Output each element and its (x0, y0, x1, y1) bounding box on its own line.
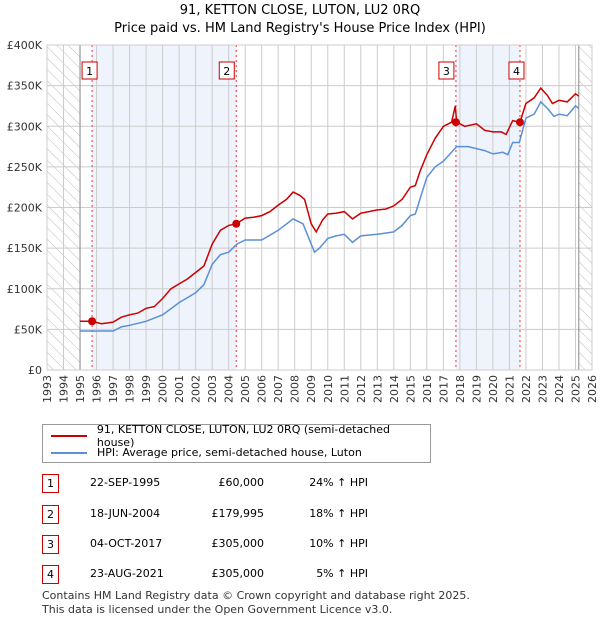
chart-title: 91, KETTON CLOSE, LUTON, LU2 0RQ (179, 3, 421, 18)
y-tick-label: £100K (7, 283, 43, 296)
y-tick-label: £350K (7, 80, 43, 93)
y-tick-label: £300K (7, 120, 43, 133)
transaction-hpi-diff: 18% ↑ HPI (309, 507, 368, 520)
sale-label-box (438, 61, 455, 80)
x-tick-label: 2012 (355, 375, 368, 403)
y-tick-label: £200K (7, 202, 43, 215)
property-series-line (80, 86, 580, 325)
x-tick-label: 1999 (140, 375, 153, 403)
footer-copyright: Contains HM Land Registry data © Crown c… (42, 589, 470, 602)
legend-item-hpi: HPI: Average price, semi-detached house,… (51, 446, 362, 459)
x-tick-label: 2025 (569, 375, 582, 403)
transaction-row: 4 23-AUG-2021 £305,000 5% ↑ HPI (42, 565, 442, 584)
x-tick-label: 1994 (58, 375, 71, 403)
sale-label-box (218, 61, 235, 80)
y-tick-label: £150K (7, 242, 43, 255)
transaction-date: 04-OCT-2017 (90, 537, 163, 550)
sale-point (88, 317, 97, 326)
x-tick-label: 2001 (173, 375, 186, 403)
transaction-price: £179,995 (211, 507, 265, 520)
sale-label: 1 (86, 65, 93, 78)
hpi-series-line (80, 100, 580, 332)
chart-subtitle: Price paid vs. HM Land Registry's House … (114, 21, 486, 36)
x-tick-label: 2003 (206, 375, 219, 403)
x-tick-label: 1996 (91, 375, 104, 403)
transaction-date: 18-JUN-2004 (90, 507, 161, 520)
y-tick-label: £400K (7, 39, 43, 52)
sale-label-box (81, 61, 98, 80)
x-tick-label: 2002 (190, 375, 203, 403)
x-tick-label: 2014 (388, 375, 401, 403)
x-tick-label: 2026 (586, 375, 599, 403)
x-tick-label: 2011 (338, 375, 351, 403)
x-tick-label: 2018 (454, 375, 467, 403)
x-tick-label: 2005 (239, 375, 252, 403)
sale-point (451, 118, 460, 127)
x-tick-label: 2006 (256, 375, 269, 403)
property-line-swatch (51, 434, 87, 437)
price-chart: 1993 1994 1995 1996 1997 1998 1999 2000 2001 2002… (7, 39, 599, 403)
y-tick-label: £250K (7, 161, 43, 174)
transaction-row: 3 04-OCT-2017 £305,000 10% ↑ HPI (42, 535, 442, 554)
transaction-hpi-diff: 10% ↑ HPI (309, 537, 368, 550)
x-tick-label: 2016 (421, 375, 434, 403)
transaction-date: 23-AUG-2021 (90, 567, 164, 580)
sale-label: 2 (223, 65, 230, 78)
x-tick-label: 1995 (74, 375, 87, 403)
x-tick-label: 2023 (536, 375, 549, 403)
plot-border (46, 44, 593, 371)
transaction-price: £305,000 (211, 537, 265, 550)
transaction-price: £60,000 (218, 476, 265, 489)
transaction-number-badge: 3 (42, 535, 59, 554)
transaction-hpi-diff: 24% ↑ HPI (309, 476, 368, 489)
x-tick-label: 2015 (404, 375, 417, 403)
transaction-number-badge: 4 (42, 565, 59, 584)
y-tick-label: £50K (14, 323, 43, 336)
x-tick-label: 2013 (371, 375, 384, 403)
sale-label-box (508, 61, 525, 80)
sale-point (232, 219, 241, 228)
chart-legend: 91, KETTON CLOSE, LUTON, LU2 0RQ (semi-d… (42, 423, 431, 463)
sale-label: 4 (513, 65, 520, 78)
transaction-row: 2 18-JUN-2004 £179,995 18% ↑ HPI (42, 505, 442, 524)
hpi-line-swatch (51, 451, 87, 454)
x-tick-label: 2010 (322, 375, 335, 403)
x-tick-label: 2021 (503, 375, 516, 403)
legend-label: HPI: Average price, semi-detached house,… (97, 446, 362, 459)
legend-item-property: 91, KETTON CLOSE, LUTON, LU2 0RQ (semi-d… (51, 423, 430, 449)
x-tick-label: 2008 (289, 375, 302, 403)
x-tick-label: 1998 (124, 375, 137, 403)
x-tick-label: 2000 (157, 375, 170, 403)
x-tick-label: 2009 (305, 375, 318, 403)
transaction-hpi-diff: 5% ↑ HPI (316, 567, 368, 580)
transaction-price: £305,000 (211, 567, 265, 580)
y-tick-label: £0 (28, 364, 42, 377)
x-tick-label: 2017 (437, 375, 450, 403)
x-tick-label: 2004 (223, 375, 236, 403)
x-tick-label: 2020 (487, 375, 500, 403)
transaction-number-badge: 1 (42, 474, 59, 493)
footer-licence: This data is licensed under the Open Gov… (42, 603, 393, 616)
x-tick-label: 1993 (41, 375, 54, 403)
x-tick-label: 2007 (272, 375, 285, 403)
legend-label: 91, KETTON CLOSE, LUTON, LU2 0RQ (semi-d… (96, 422, 390, 449)
x-tick-label: 2022 (520, 375, 533, 403)
sale-label: 3 (443, 65, 450, 78)
transaction-date: 22-SEP-1995 (90, 476, 161, 489)
x-tick-label: 1997 (107, 375, 120, 403)
transaction-number-badge: 2 (42, 505, 59, 524)
x-tick-label: 2024 (553, 375, 566, 403)
sale-point (515, 118, 524, 127)
transaction-row: 1 22-SEP-1995 £60,000 24% ↑ HPI (42, 474, 442, 493)
x-tick-label: 2019 (470, 375, 483, 403)
